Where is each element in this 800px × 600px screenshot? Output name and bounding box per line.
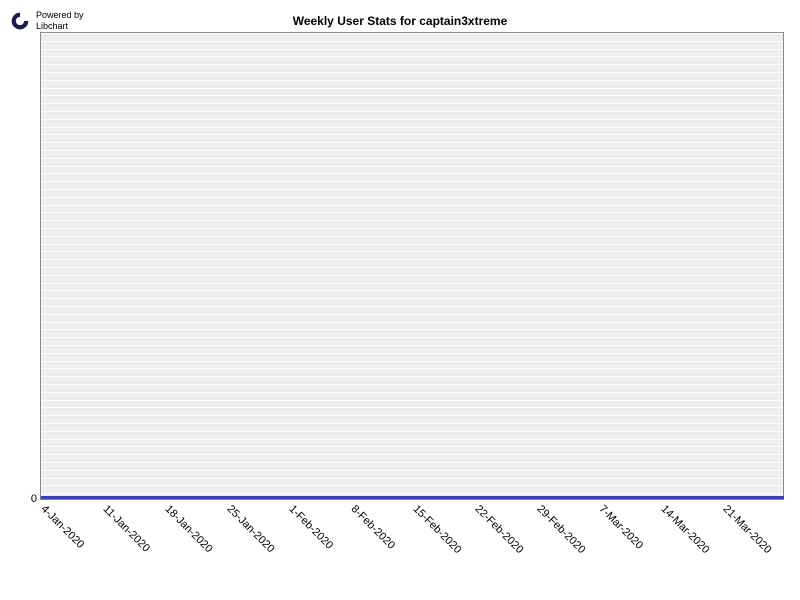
grid-line <box>41 228 783 229</box>
grid-line <box>41 376 783 377</box>
grid-line <box>41 88 783 89</box>
grid-line <box>41 251 783 252</box>
grid-line <box>41 220 783 221</box>
grid-line <box>41 72 783 73</box>
grid-line <box>41 454 783 455</box>
grid-line <box>41 173 783 174</box>
grid-line <box>41 431 783 432</box>
grid-line <box>41 407 783 408</box>
grid-line <box>41 205 783 206</box>
plot-area: 0 4-Jan-202011-Jan-202018-Jan-202025-Jan… <box>40 32 784 500</box>
chart-title: Weekly User Stats for captain3xtreme <box>0 14 800 28</box>
grid-line <box>41 166 783 167</box>
x-tick-label: 8-Feb-2020 <box>349 503 398 552</box>
grid-line <box>41 267 783 268</box>
grid-line <box>41 439 783 440</box>
grid-line <box>41 134 783 135</box>
x-tick-label: 25-Jan-2020 <box>225 503 277 555</box>
grid-lines <box>41 33 783 499</box>
grid-line <box>41 103 783 104</box>
grid-line <box>41 368 783 369</box>
x-tick-label: 22-Feb-2020 <box>473 503 526 556</box>
grid-line <box>41 493 783 494</box>
grid-line <box>41 345 783 346</box>
grid-line <box>41 337 783 338</box>
y-tick-label: 0 <box>31 493 37 505</box>
grid-line <box>41 275 783 276</box>
x-tick-label: 18-Jan-2020 <box>163 503 215 555</box>
grid-line <box>41 462 783 463</box>
grid-line <box>41 41 783 42</box>
grid-line <box>41 244 783 245</box>
grid-line <box>41 127 783 128</box>
grid-line <box>41 353 783 354</box>
grid-line <box>41 392 783 393</box>
grid-line <box>41 111 783 112</box>
grid-line <box>41 314 783 315</box>
grid-line <box>41 236 783 237</box>
x-tick-label: 1-Feb-2020 <box>287 503 336 552</box>
grid-line <box>41 64 783 65</box>
grid-line <box>41 150 783 151</box>
grid-line <box>41 361 783 362</box>
grid-line <box>41 142 783 143</box>
grid-line <box>41 501 783 502</box>
grid-line <box>41 298 783 299</box>
grid-line <box>41 80 783 81</box>
grid-line <box>41 158 783 159</box>
grid-line <box>41 56 783 57</box>
grid-line <box>41 49 783 50</box>
x-tick-label: 29-Feb-2020 <box>535 503 588 556</box>
grid-line <box>41 423 783 424</box>
grid-line <box>41 290 783 291</box>
grid-line <box>41 329 783 330</box>
grid-line <box>41 119 783 120</box>
grid-line <box>41 470 783 471</box>
grid-line <box>41 95 783 96</box>
grid-line <box>41 212 783 213</box>
grid-line <box>41 197 783 198</box>
x-tick-label: 11-Jan-2020 <box>101 503 153 555</box>
grid-line <box>41 283 783 284</box>
grid-line <box>41 446 783 447</box>
x-tick-label: 4-Jan-2020 <box>39 503 87 551</box>
grid-line <box>41 322 783 323</box>
grid-line <box>41 384 783 385</box>
grid-line <box>41 33 783 34</box>
grid-line <box>41 306 783 307</box>
grid-line <box>41 259 783 260</box>
x-tick-label: 21-Mar-2020 <box>721 503 774 556</box>
grid-line <box>41 189 783 190</box>
x-tick-label: 15-Feb-2020 <box>411 503 464 556</box>
plot-grid <box>41 32 784 499</box>
grid-line <box>41 181 783 182</box>
bar-series <box>41 496 784 499</box>
grid-line <box>41 415 783 416</box>
x-tick-label: 7-Mar-2020 <box>597 503 646 552</box>
grid-line <box>41 485 783 486</box>
x-tick-label: 14-Mar-2020 <box>659 503 712 556</box>
grid-line <box>41 400 783 401</box>
grid-line <box>41 478 783 479</box>
